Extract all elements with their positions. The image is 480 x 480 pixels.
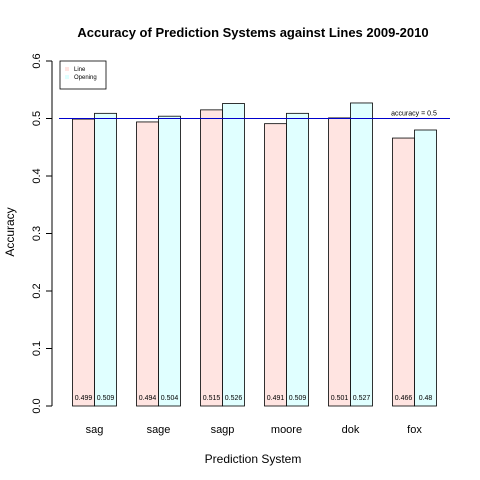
x-tick-label: fox: [407, 424, 422, 436]
y-tick-label: 0.1: [31, 341, 43, 356]
bar-opening-moore: [287, 113, 309, 406]
y-tick-label: 0.4: [31, 168, 43, 183]
chart-title: Accuracy of Prediction Systems against L…: [77, 25, 428, 40]
reference-line-label: accuracy = 0.5: [391, 111, 437, 118]
bar-opening-sage: [159, 116, 181, 406]
bar-opening-dok: [351, 103, 373, 406]
bar-opening-sagp: [223, 104, 245, 406]
data-label: 0.48: [419, 395, 433, 402]
bar-line-sage: [137, 122, 159, 406]
y-axis: 0.0 0.1 0.2 0.3 0.4 0.5 0.6: [31, 53, 52, 413]
data-label: 0.494: [139, 395, 157, 402]
y-tick-label: 0.3: [31, 226, 43, 241]
data-labels-group: 0.499 0.509 0.494 0.504 0.515 0.526 0.491 0.509…: [75, 395, 433, 402]
x-tick-label: sag: [86, 424, 104, 436]
data-label: 0.504: [161, 395, 179, 402]
y-tick-label: 0.6: [31, 53, 43, 68]
data-label: 0.466: [395, 395, 413, 402]
reference-line-group: accuracy = 0.5: [59, 111, 450, 119]
x-axis-label: Prediction System: [205, 452, 302, 466]
y-axis-label: Accuracy: [3, 207, 17, 256]
data-label: 0.509: [97, 395, 115, 402]
legend-swatch: [65, 67, 69, 71]
x-tick-label: sagp: [211, 424, 235, 436]
legend-label: Opening: [74, 75, 97, 81]
data-label: 0.515: [203, 395, 221, 402]
legend-label: Line: [74, 67, 86, 73]
legend: Line Opening: [60, 61, 106, 89]
x-tick-labels-group: sag sage sagp moore dok fox: [86, 424, 423, 436]
bar-line-sagp: [201, 110, 223, 406]
legend-swatch: [65, 75, 69, 79]
data-label: 0.527: [353, 395, 371, 402]
y-tick-label: 0.5: [31, 111, 43, 126]
y-tick-label: 0.0: [31, 398, 43, 413]
data-label: 0.526: [225, 395, 243, 402]
bar-line-dok: [329, 118, 351, 406]
x-tick-label: sage: [147, 424, 171, 436]
data-label: 0.501: [331, 395, 349, 402]
x-tick-label: moore: [271, 424, 302, 436]
bar-line-fox: [393, 138, 415, 406]
x-tick-label: dok: [342, 424, 360, 436]
bar-opening-fox: [415, 130, 437, 406]
bar-line-sag: [73, 119, 95, 406]
bar-line-moore: [265, 124, 287, 406]
bars-group: [73, 103, 437, 406]
data-label: 0.499: [75, 395, 93, 402]
data-label: 0.509: [289, 395, 307, 402]
data-label: 0.491: [267, 395, 285, 402]
y-tick-label: 0.2: [31, 283, 43, 298]
bar-opening-sag: [95, 113, 117, 406]
